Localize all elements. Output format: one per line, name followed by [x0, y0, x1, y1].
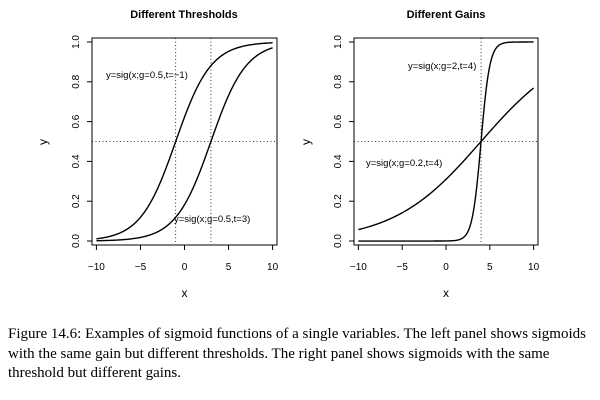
series-line-1 [96, 42, 273, 240]
panel-different-gains: Different Gains −10 −5 0 5 10 0.0 0.2 0.4 0.6 0.8 1… [299, 9, 540, 300]
figure-caption: Figure 14.6: Examples of sigmoid functio… [8, 326, 586, 381]
y-axis-label: y [36, 139, 50, 145]
y-tick-label: 0.2 [71, 194, 82, 208]
x-tick-label: 0 [443, 262, 449, 273]
y-tick-label: 0.4 [333, 154, 344, 168]
chart-title: Different Thresholds [130, 9, 238, 21]
x-tick-label: 10 [528, 262, 540, 273]
series-annotation-2: y=sig(x;g=0.2,t=4) [366, 158, 442, 169]
x-tick-label: −10 [88, 262, 105, 273]
y-tick-label: 0.6 [333, 114, 344, 128]
y-axis-label: y [299, 139, 313, 145]
series-line-2 [96, 47, 273, 242]
chart-title: Different Gains [407, 9, 486, 21]
y-tick-label: 0.0 [71, 234, 82, 248]
x-tick-label: −5 [135, 262, 147, 273]
y-tick-label: 1.0 [333, 35, 344, 49]
series-annotation-2: y=sig(x;g=0.5,t=3) [174, 214, 250, 225]
y-tick-label: 1.0 [71, 35, 82, 49]
y-tick-label: 0.6 [71, 114, 82, 128]
y-tick-label: 0.8 [333, 74, 344, 88]
x-axis-label: x [443, 286, 449, 300]
x-tick-label: −10 [350, 262, 367, 273]
series-annotation-1: y=sig(x;g=0.5,t=−1) [106, 70, 188, 81]
y-tick-label: 0.2 [333, 194, 344, 208]
series-line-1 [358, 41, 534, 242]
x-axis-label: x [182, 286, 188, 300]
x-tick-label: 0 [182, 262, 188, 273]
x-tick-label: 10 [267, 262, 279, 273]
y-tick-label: 0.4 [71, 154, 82, 168]
x-tick-label: 5 [226, 262, 232, 273]
panel-different-thresholds: Different Thresholds −10 −5 0 5 10 0.0 0.2 0.4 0.… [36, 9, 279, 300]
x-tick-label: −5 [396, 262, 408, 273]
x-tick-label: 5 [487, 262, 493, 273]
series-annotation-1: y=sig(x;g=2,t=4) [408, 61, 476, 72]
y-tick-label: 0.8 [71, 74, 82, 88]
y-tick-label: 0.0 [333, 234, 344, 248]
series-line-2 [358, 87, 535, 231]
